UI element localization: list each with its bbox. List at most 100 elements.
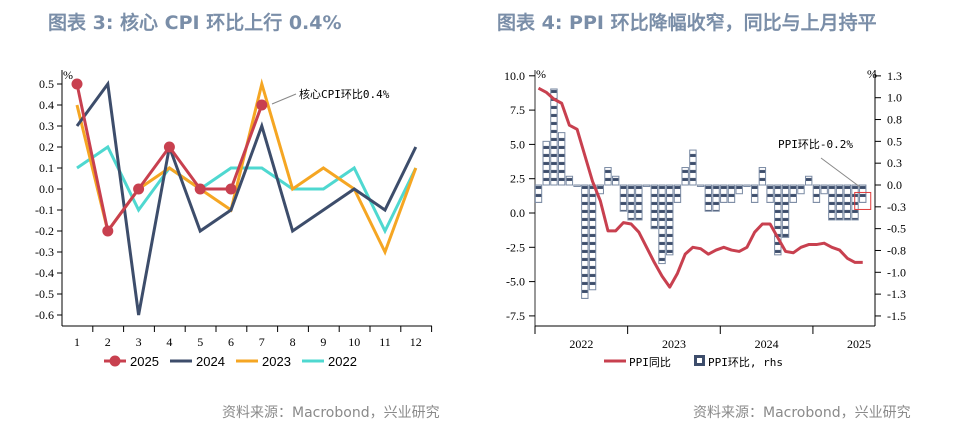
left-chart-title: 图表 3: 核心 CPI 环比上行 0.4% [48, 12, 342, 34]
ppi-mom-bar [635, 184, 643, 221]
ppi-mom-bar [843, 184, 851, 221]
right-y-tick-label: 1.3 [887, 69, 902, 83]
y-tick-label: -0.3 [35, 245, 54, 259]
x-tick-label: 10 [348, 335, 360, 349]
data-point-2025 [225, 183, 237, 195]
x-tick-label: 6 [228, 335, 234, 349]
data-point-2025 [194, 183, 206, 195]
ppi-mom-bar [828, 184, 836, 221]
legend-label-2023: 2023 [262, 354, 291, 369]
x-tick-label: 4 [166, 335, 172, 349]
ppi-mom-bar [542, 140, 550, 186]
right-y-tick-label: -1.3 [887, 287, 906, 301]
ppi-mom-bar [557, 132, 566, 186]
y-tick-label: 0.0 [39, 182, 54, 196]
series-line-2024 [75, 80, 418, 316]
ppi-mom-bar [658, 184, 666, 265]
right-y-tick-label: 0.5 [887, 134, 902, 148]
x-tick-label: 2025 [847, 337, 871, 351]
ppi-mom-bar [835, 184, 844, 221]
right-y-tick-label: 0.3 [887, 156, 902, 170]
ppi-mom-bar [735, 184, 743, 195]
ppi-mom-bar [820, 184, 828, 195]
x-tick-label: 9 [320, 335, 326, 349]
ppi-mom-bar [812, 184, 821, 203]
left-y-tick-label: -7.5 [506, 309, 525, 323]
right-y-tick-label: 1.0 [887, 91, 902, 105]
legend-marker-2025 [109, 355, 121, 367]
ppi-mom-bar [650, 184, 658, 230]
x-tick-label: 7 [259, 335, 265, 349]
right-chart-title: 图表 4: PPI 环比降幅收窄，同比与上月持平 [497, 12, 877, 34]
x-tick-label: 8 [290, 335, 296, 349]
ppi-mom-bar [604, 167, 612, 186]
right-y-tick-label: 0.8 [887, 113, 902, 127]
left-y-tick-label: -5.0 [506, 275, 525, 289]
ppi-mom-bar [859, 184, 867, 203]
right-chart-source: 资料来源：Macrobond，兴业研究 [693, 405, 911, 421]
left-y-tick-label: 10.0 [504, 69, 525, 83]
left-y-axis-unit: % [536, 67, 546, 81]
y-tick-label: 0.5 [39, 77, 54, 91]
legend-label-ppi-yoy: PPI同比 [629, 356, 671, 369]
annotation-label: PPI环比-0.2% [778, 138, 853, 151]
ppi-mom-bar [673, 184, 682, 203]
ppi-mom-bar [727, 184, 736, 203]
right-y-axis-unit: % [867, 67, 877, 81]
right-y-tick-label: 0.0 [887, 178, 902, 192]
data-point-2025 [256, 99, 268, 111]
y-tick-label: -0.2 [35, 224, 54, 238]
y-tick-label: -0.4 [35, 266, 54, 280]
y-tick-label: -0.1 [35, 203, 54, 217]
annotation-leader-line [820, 157, 861, 188]
x-tick-label: 1 [74, 335, 80, 349]
left-y-tick-label: 5.0 [510, 137, 525, 151]
left-chart-source: 资料来源：Macrobond，兴业研究 [222, 405, 440, 421]
legend-label-2022: 2022 [328, 354, 357, 369]
left-y-tick-label: -2.5 [506, 240, 525, 254]
series-line-2022 [76, 144, 418, 235]
ppi-mom-bar [565, 175, 574, 186]
data-point-2025 [163, 141, 175, 153]
annotation-label: 核心CPI环比0.4% [299, 87, 390, 101]
y-tick-label: 0.2 [39, 140, 54, 154]
left-y-tick-label: 7.5 [510, 103, 525, 117]
x-tick-label: 3 [136, 335, 142, 349]
left-y-tick-label: 0.0 [510, 206, 525, 220]
x-tick-label: 11 [379, 335, 391, 349]
right-y-tick-label: -1.0 [887, 265, 906, 279]
x-tick-label: 2024 [755, 337, 779, 351]
ppi-mom-bar [720, 184, 728, 203]
x-tick-label: 2022 [569, 337, 593, 351]
ppi-mom-bar [581, 184, 589, 299]
legend-label-ppi-mom: PPI环比, rhs [708, 356, 783, 369]
y-tick-label: -0.5 [35, 287, 54, 301]
y-tick-label: 0.4 [39, 98, 54, 112]
ppi-mom-bar [666, 184, 674, 256]
ppi-mom-bar [573, 184, 581, 187]
right-y-tick-label: -1.5 [887, 309, 906, 323]
series-line-2025 [75, 83, 264, 235]
ppi-mom-bar [619, 184, 628, 212]
ppi-mom-bar [696, 184, 705, 187]
ppi-mom-bar [534, 184, 543, 203]
ppi-mom-bar [797, 184, 805, 195]
ppi-mom-bar [704, 184, 713, 212]
x-tick-label: 2 [105, 335, 111, 349]
ppi-mom-bar [805, 175, 813, 186]
ppi-mom-bar [774, 184, 782, 256]
ppi-mom-bar [642, 184, 651, 187]
legend-label-2025: 2025 [130, 354, 159, 369]
x-tick-label: 2023 [662, 337, 686, 351]
ppi-mom-bar [789, 184, 797, 203]
y-tick-label: -0.6 [35, 308, 54, 322]
ppi-mom-bar [766, 184, 774, 203]
annotation-leader-line [271, 93, 297, 105]
ppi-yoy-line [537, 86, 863, 289]
legend-label-2024: 2024 [196, 354, 225, 369]
ppi-mom-bar [550, 88, 558, 186]
y-tick-label: 0.1 [39, 161, 54, 175]
legend-swatch-ppi-mom-inner [697, 358, 702, 363]
x-tick-label: 12 [410, 335, 422, 349]
